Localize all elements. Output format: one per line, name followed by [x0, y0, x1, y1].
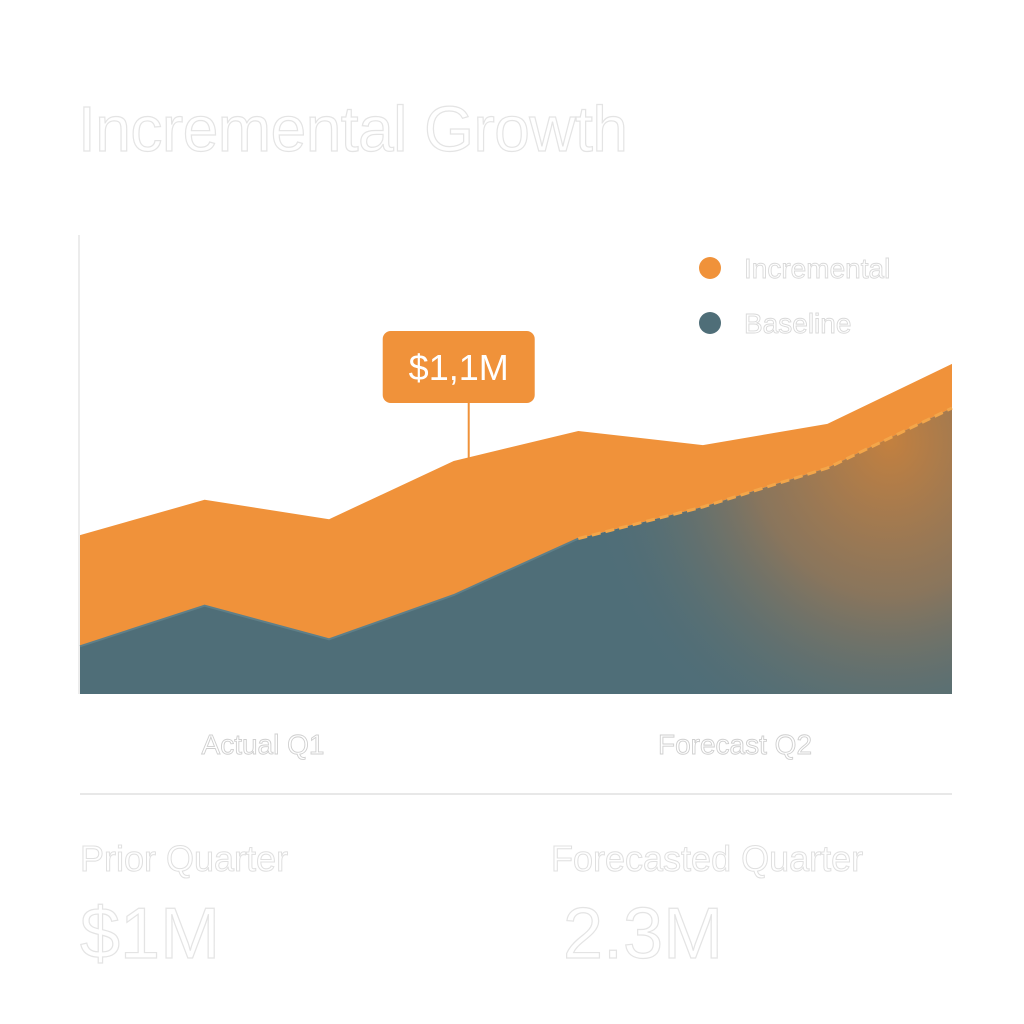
x-axis-labels: Actual Q1 Forecast Q2	[201, 729, 812, 761]
annotation-callout: $1,1M	[382, 331, 535, 471]
prior-quarter-value: $1M	[79, 893, 221, 974]
legend: Incremental Baseline	[699, 253, 891, 339]
baseline-actual-line	[79, 537, 579, 648]
x-tick-label: Actual Q1	[202, 729, 325, 760]
legend-swatch-baseline	[699, 312, 721, 334]
legend-label-incremental: Incremental	[744, 253, 890, 284]
callout-box	[382, 331, 535, 403]
x-tick-label: Forecast Q2	[658, 729, 812, 760]
callout-value: $1,1M	[409, 347, 509, 388]
chart-title: Incremental Growth	[77, 92, 628, 165]
prior-quarter-label: Prior Quarter	[79, 838, 289, 880]
forecasted-quarter-value: 2.3M	[562, 893, 724, 974]
forecasted-quarter-label: Forecasted Quarter	[550, 838, 864, 880]
baseline-forecast-line	[577, 406, 953, 541]
legend-label-baseline: Baseline	[744, 308, 851, 339]
divider	[80, 793, 952, 795]
series-layer	[79, 363, 953, 694]
legend-swatch-incremental	[699, 257, 721, 279]
series-incremental-area	[80, 363, 952, 647]
